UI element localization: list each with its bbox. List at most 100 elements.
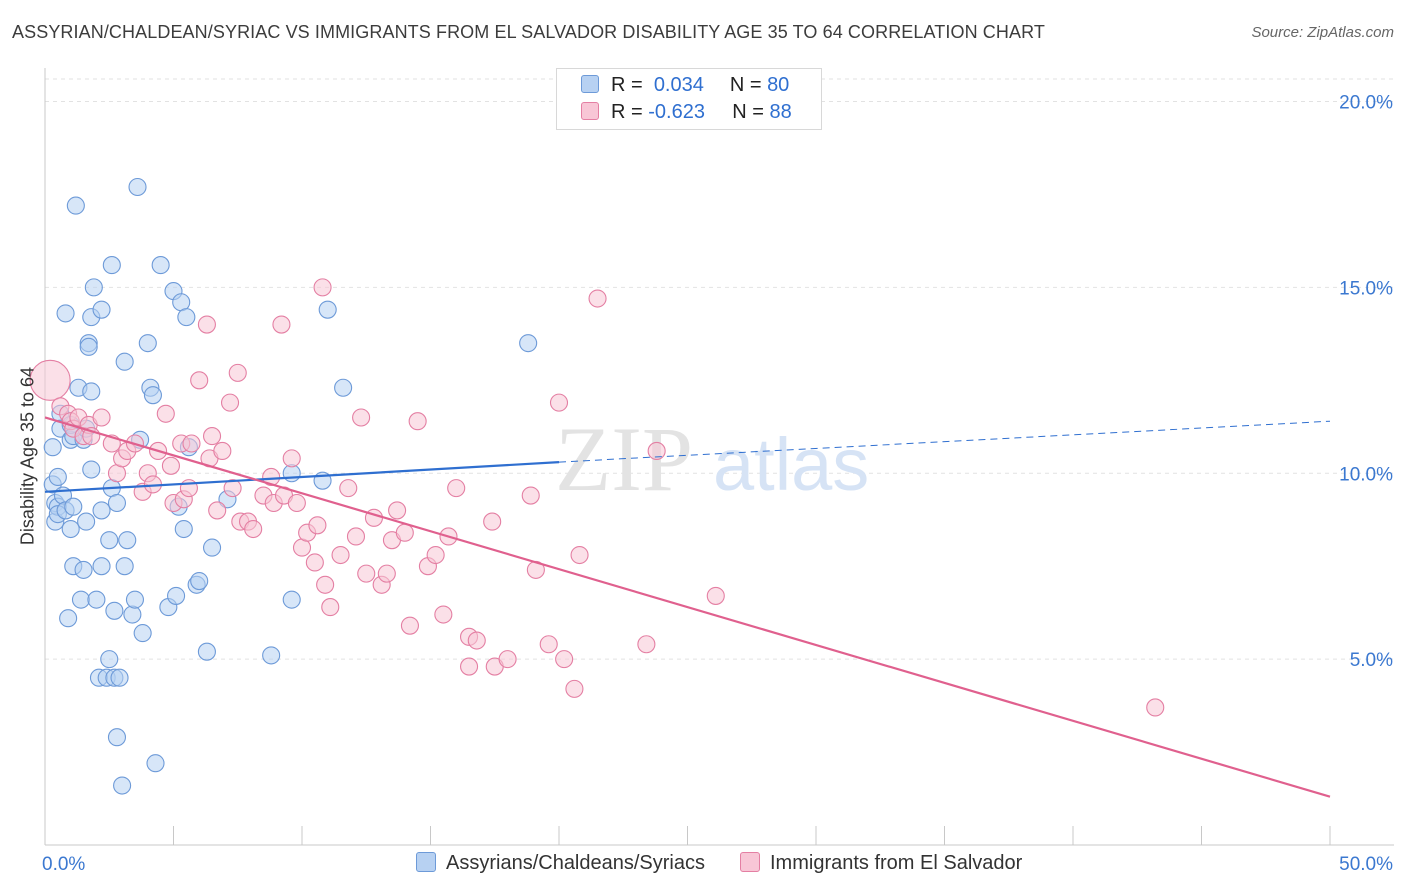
data-point-assyrians [66,196,85,215]
data-point-el-salvador [1146,698,1165,717]
data-point-assyrians [105,601,124,620]
data-point-assyrians [64,497,83,516]
data-point-assyrians [92,501,111,520]
data-point-assyrians [56,304,75,323]
data-point-assyrians [197,642,216,661]
data-point-el-salvador [459,657,479,676]
data-point-el-salvador [377,564,396,583]
data-point-el-salvador [305,553,324,572]
data-point-el-salvador [467,631,486,650]
data-point-el-salvador [549,393,569,412]
data-point-assyrians [143,386,162,405]
legend-r-value: -0.623 [648,101,705,123]
data-point-assyrians [174,519,193,539]
y-tick-label: 10.0% [1339,464,1393,485]
data-point-el-salvador [29,359,71,401]
data-point-el-salvador [339,479,358,498]
data-point-el-salvador [228,363,247,382]
data-point-assyrians [115,352,134,371]
data-point-el-salvador [570,545,589,565]
data-point-el-salvador [357,564,376,583]
data-point-el-salvador [588,289,607,308]
data-point-el-salvador [313,278,332,297]
bottom-legend-swatch-pink [740,852,760,872]
data-point-el-salvador [395,523,414,542]
trend-line-assyrians [44,460,560,493]
gridlines [45,78,1394,660]
data-point-assyrians [102,256,121,275]
y-axis-label: Disability Age 35 to 64 [17,366,38,546]
data-point-el-salvador [483,512,502,531]
data-point-el-salvador [182,434,201,453]
bottom-legend-assyrians: Assyrians/Chaldeans/Syriacs [416,852,705,875]
data-point-el-salvador [220,393,240,412]
data-point-assyrians [151,256,170,275]
watermark-atlas: atlas [713,423,869,506]
legend-n-value: 80 [767,74,790,96]
axes [44,68,1394,846]
data-point-el-salvador [321,598,340,617]
data-point-el-salvador [308,516,327,535]
data-point-el-salvador [426,545,445,565]
y-tick-label: 15.0% [1339,278,1393,299]
data-point-assyrians [282,590,301,609]
data-point-assyrians [82,460,101,479]
bottom-legend-label: Assyrians/Chaldeans/Syriacs [446,852,705,874]
data-point-el-salvador [287,493,306,513]
data-point-el-salvador [282,449,301,468]
data-point-assyrians [107,493,127,513]
data-point-el-salvador [346,527,366,546]
data-point-assyrians [118,531,137,550]
legend-n-label: N = [732,101,764,123]
data-point-el-salvador [213,441,232,460]
data-point-el-salvador [706,586,725,605]
data-point-assyrians [262,646,281,665]
data-point-el-salvador [539,635,558,654]
data-point-assyrians [146,754,165,773]
data-point-el-salvador [434,605,453,624]
legend-row-assyrians: R = 0.034 N = 80 [581,74,789,100]
data-point-el-salvador [352,408,371,427]
data-point-el-salvador [208,501,227,520]
data-point-el-salvador [565,679,584,698]
data-point-el-salvador [521,486,540,505]
data-point-el-salvador [244,519,263,539]
data-point-assyrians [519,334,538,353]
chart-title: ASSYRIAN/CHALDEAN/SYRIAC VS IMMIGRANTS F… [12,22,1045,42]
data-point-assyrians [92,300,111,319]
tick-labels: 5.0% 10.0% 15.0% 20.0% 0.0% 50.0% [42,93,1393,876]
legend-row-el-salvador: R = -0.623 N = 88 [581,101,792,127]
data-point-assyrians [177,308,196,327]
legend-n-value: 88 [769,101,792,123]
data-point-assyrians [167,586,186,605]
data-point-assyrians [61,519,80,539]
data-point-assyrians [43,438,62,457]
data-point-el-salvador [498,650,517,669]
correlation-legend: R = 0.034 N = 80 R = -0.623 N = 88 [556,68,822,130]
data-point-el-salvador [447,479,466,498]
data-point-el-salvador [331,545,350,565]
series-assyrians-points [43,177,538,795]
watermark: ZIP atlas [555,408,869,510]
data-point-el-salvador [400,616,419,635]
data-point-el-salvador [161,456,180,475]
bottom-legend-label: Immigrants from El Salvador [770,852,1023,874]
data-point-el-salvador [203,427,222,446]
legend-swatch-blue [581,75,599,93]
data-point-assyrians [82,382,101,401]
data-point-assyrians [84,278,103,297]
data-point-el-salvador [272,315,291,334]
data-point-el-salvador [156,404,175,423]
legend-swatch-pink [581,102,599,120]
trend-line-el-salvador [44,416,1331,798]
data-point-assyrians [71,590,91,609]
data-point-assyrians [115,557,134,576]
trend-line-assyrians-extension [558,420,1331,463]
data-point-assyrians [87,590,106,609]
data-point-assyrians [133,624,152,643]
data-point-assyrians [77,512,96,531]
x-tick-label: 0.0% [42,854,85,875]
data-point-assyrians [110,668,129,687]
data-point-el-salvador [316,575,335,594]
data-point-el-salvador [190,371,209,390]
